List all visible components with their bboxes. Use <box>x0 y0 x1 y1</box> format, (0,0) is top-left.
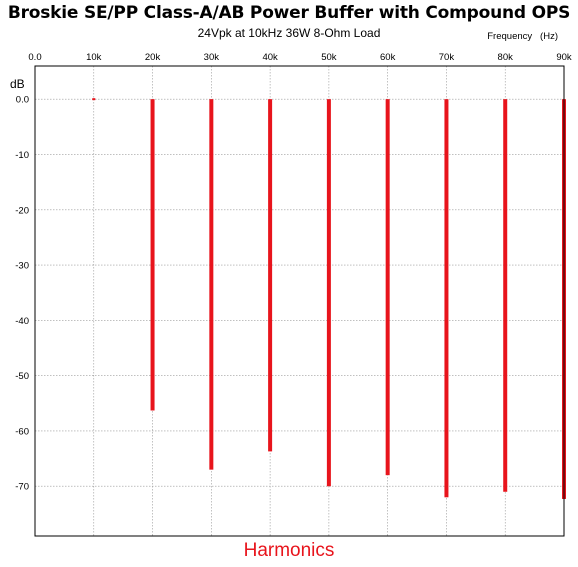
harmonic-bars <box>92 98 566 499</box>
harmonic-bar <box>326 99 331 487</box>
x-tick-label: 80k <box>498 52 514 63</box>
x-tick-label: 90k <box>556 52 572 63</box>
x-tick-label: 10k <box>86 52 102 63</box>
harmonic-bar <box>444 99 449 498</box>
x-tick-label: 20k <box>145 52 161 63</box>
y-tick-label: 0.0 <box>16 95 29 106</box>
chart-title: Broskie SE/PP Class-A/AB Power Buffer wi… <box>7 3 571 23</box>
x-tick-label: 70k <box>439 52 455 63</box>
y-tick-label: -60 <box>15 426 29 437</box>
y-tick-label: -10 <box>15 150 29 161</box>
x-tick-label: 60k <box>380 52 396 63</box>
grid-layer <box>34 66 565 536</box>
y-tick-label: -70 <box>15 482 29 493</box>
y-tick-label: -40 <box>15 316 29 327</box>
chart-subtitle: 24Vpk at 10kHz 36W 8-Ohm Load <box>197 26 381 40</box>
x-axis-title: Frequency (Hz) <box>487 31 558 42</box>
chart-footer-label: Harmonics <box>243 540 335 561</box>
x-tick-label: 40k <box>262 52 278 63</box>
y-tick-label: -50 <box>15 371 29 382</box>
y-tick-label: -20 <box>15 205 29 216</box>
plot-frame <box>34 65 565 537</box>
x-tick-labels: 0.0 10k 20k 30k 40k 50k 60k 70k 80k 90k <box>28 52 572 63</box>
y-tick-label: -30 <box>15 261 29 272</box>
harmonic-bar <box>209 99 214 470</box>
harmonic-bar <box>503 99 508 492</box>
y-axis-label: dB <box>10 77 25 91</box>
y-tick-labels: 0.0 -10 -20 -30 -40 -50 -60 -70 <box>15 95 29 493</box>
harmonic-bar <box>385 99 390 476</box>
x-tick-label: 0.0 <box>28 52 41 63</box>
x-tick-label: 30k <box>204 52 220 63</box>
harmonic-bar <box>150 99 155 411</box>
harmonic-bar <box>92 98 96 101</box>
x-tick-label: 50k <box>321 52 337 63</box>
harmonic-bar <box>268 99 273 452</box>
